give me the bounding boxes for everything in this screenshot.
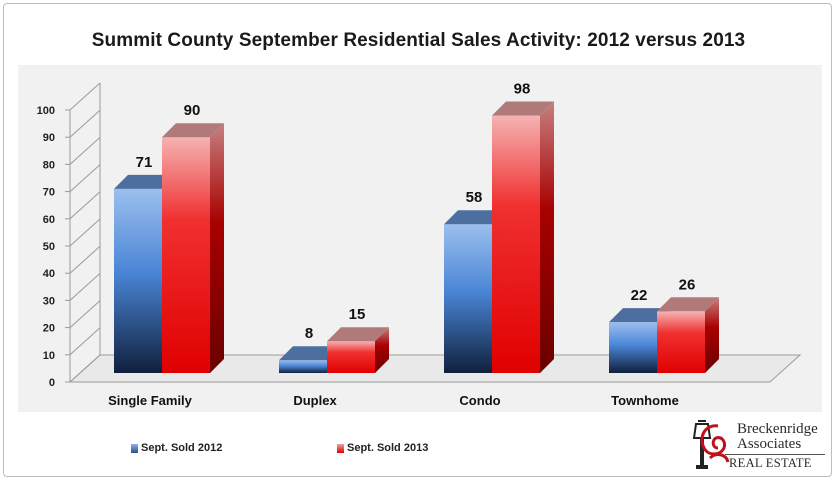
- y-tick-depth-line: [69, 245, 101, 274]
- bar-1-1-front: [327, 341, 375, 373]
- y-tick-depth-line: [69, 300, 101, 328]
- bar-0-1-top: [279, 346, 341, 361]
- y-tick-label: 60: [43, 214, 55, 226]
- logo-name-line2: Associates: [737, 436, 802, 452]
- bar-1-2-front: [492, 115, 540, 373]
- y-tick-label: 10: [43, 350, 55, 362]
- bar-1-0-side: [210, 123, 224, 373]
- data-label-0-3: 22: [631, 287, 648, 304]
- bar-1-2-side: [540, 101, 554, 373]
- bar-1-1-top: [327, 327, 389, 342]
- data-label-1-1: 15: [349, 306, 366, 323]
- y-tick-label: 20: [43, 323, 55, 335]
- data-label-1-2: 98: [514, 80, 531, 97]
- y-tick-label: 80: [43, 159, 55, 171]
- category-label-2: Condo: [459, 393, 500, 408]
- category-label-3: Townhome: [611, 393, 679, 408]
- legend-item-2013: Sept. Sold 2013: [337, 440, 428, 456]
- logo-tagline: REAL ESTATE: [729, 456, 812, 470]
- bar-0-3-top: [609, 308, 671, 323]
- bar-1-3-front: [657, 311, 705, 373]
- bar-1-0-top: [162, 123, 224, 138]
- bar-1-1-side: [375, 327, 389, 373]
- bar-0-0-front: [114, 188, 162, 373]
- y-tick-label: 100: [37, 105, 55, 117]
- bar-0-2-top: [444, 210, 506, 225]
- lamp-monogram-icon: [692, 420, 730, 469]
- bar-1-3-side: [705, 297, 719, 373]
- category-label-0: Single Family: [108, 393, 193, 408]
- y-tick-depth-line: [69, 327, 101, 356]
- legend-item-2012: Sept. Sold 2012: [131, 440, 222, 456]
- bar-1-0-front: [162, 137, 210, 373]
- legend-label-2012: Sept. Sold 2012: [141, 442, 223, 454]
- data-label-0-1: 8: [305, 325, 313, 342]
- chart-title: Summit County September Residential Sale…: [91, 30, 746, 51]
- bar-1-2-top: [492, 101, 554, 116]
- y-tick-label: 50: [43, 241, 55, 253]
- data-label-0-2: 58: [466, 189, 483, 206]
- data-label-1-3: 26: [679, 276, 696, 293]
- y-tick-label: 0: [49, 377, 55, 389]
- y-tick-label: 70: [43, 187, 55, 199]
- company-logo: Breckenridge Associates REAL ESTATE: [688, 418, 828, 472]
- y-tick-label: 30: [43, 295, 55, 307]
- category-label-1: Duplex: [293, 393, 337, 408]
- bar-1-3-top: [657, 297, 719, 312]
- y-tick-label: 40: [43, 268, 55, 280]
- data-label-1-0: 90: [184, 102, 201, 119]
- logo-divider: [725, 454, 825, 455]
- bar-0-0-top: [114, 174, 176, 189]
- y-tick-label: 90: [43, 132, 55, 144]
- legend-label-2013: Sept. Sold 2013: [347, 442, 429, 454]
- y-tick-depth-line: [69, 273, 101, 301]
- bar-0-3-front: [609, 322, 657, 373]
- y-tick-depth-line: [69, 218, 101, 247]
- bar-0-2-front: [444, 224, 492, 373]
- y-tick-depth-line: [69, 109, 101, 138]
- y-tick-depth-line: [69, 82, 101, 111]
- legend-swatch-2013: [337, 443, 344, 453]
- logo-name-line1: Breckenridge: [737, 421, 818, 437]
- y-tick-depth-line: [69, 191, 101, 220]
- y-tick-depth-line: [69, 137, 101, 165]
- y-tick-depth-line: [69, 164, 101, 192]
- data-label-0-0: 71: [136, 154, 153, 171]
- legend-swatch-2012: [131, 443, 138, 453]
- bar-0-1-front: [279, 360, 327, 373]
- y-tick-depth-line: [69, 354, 101, 383]
